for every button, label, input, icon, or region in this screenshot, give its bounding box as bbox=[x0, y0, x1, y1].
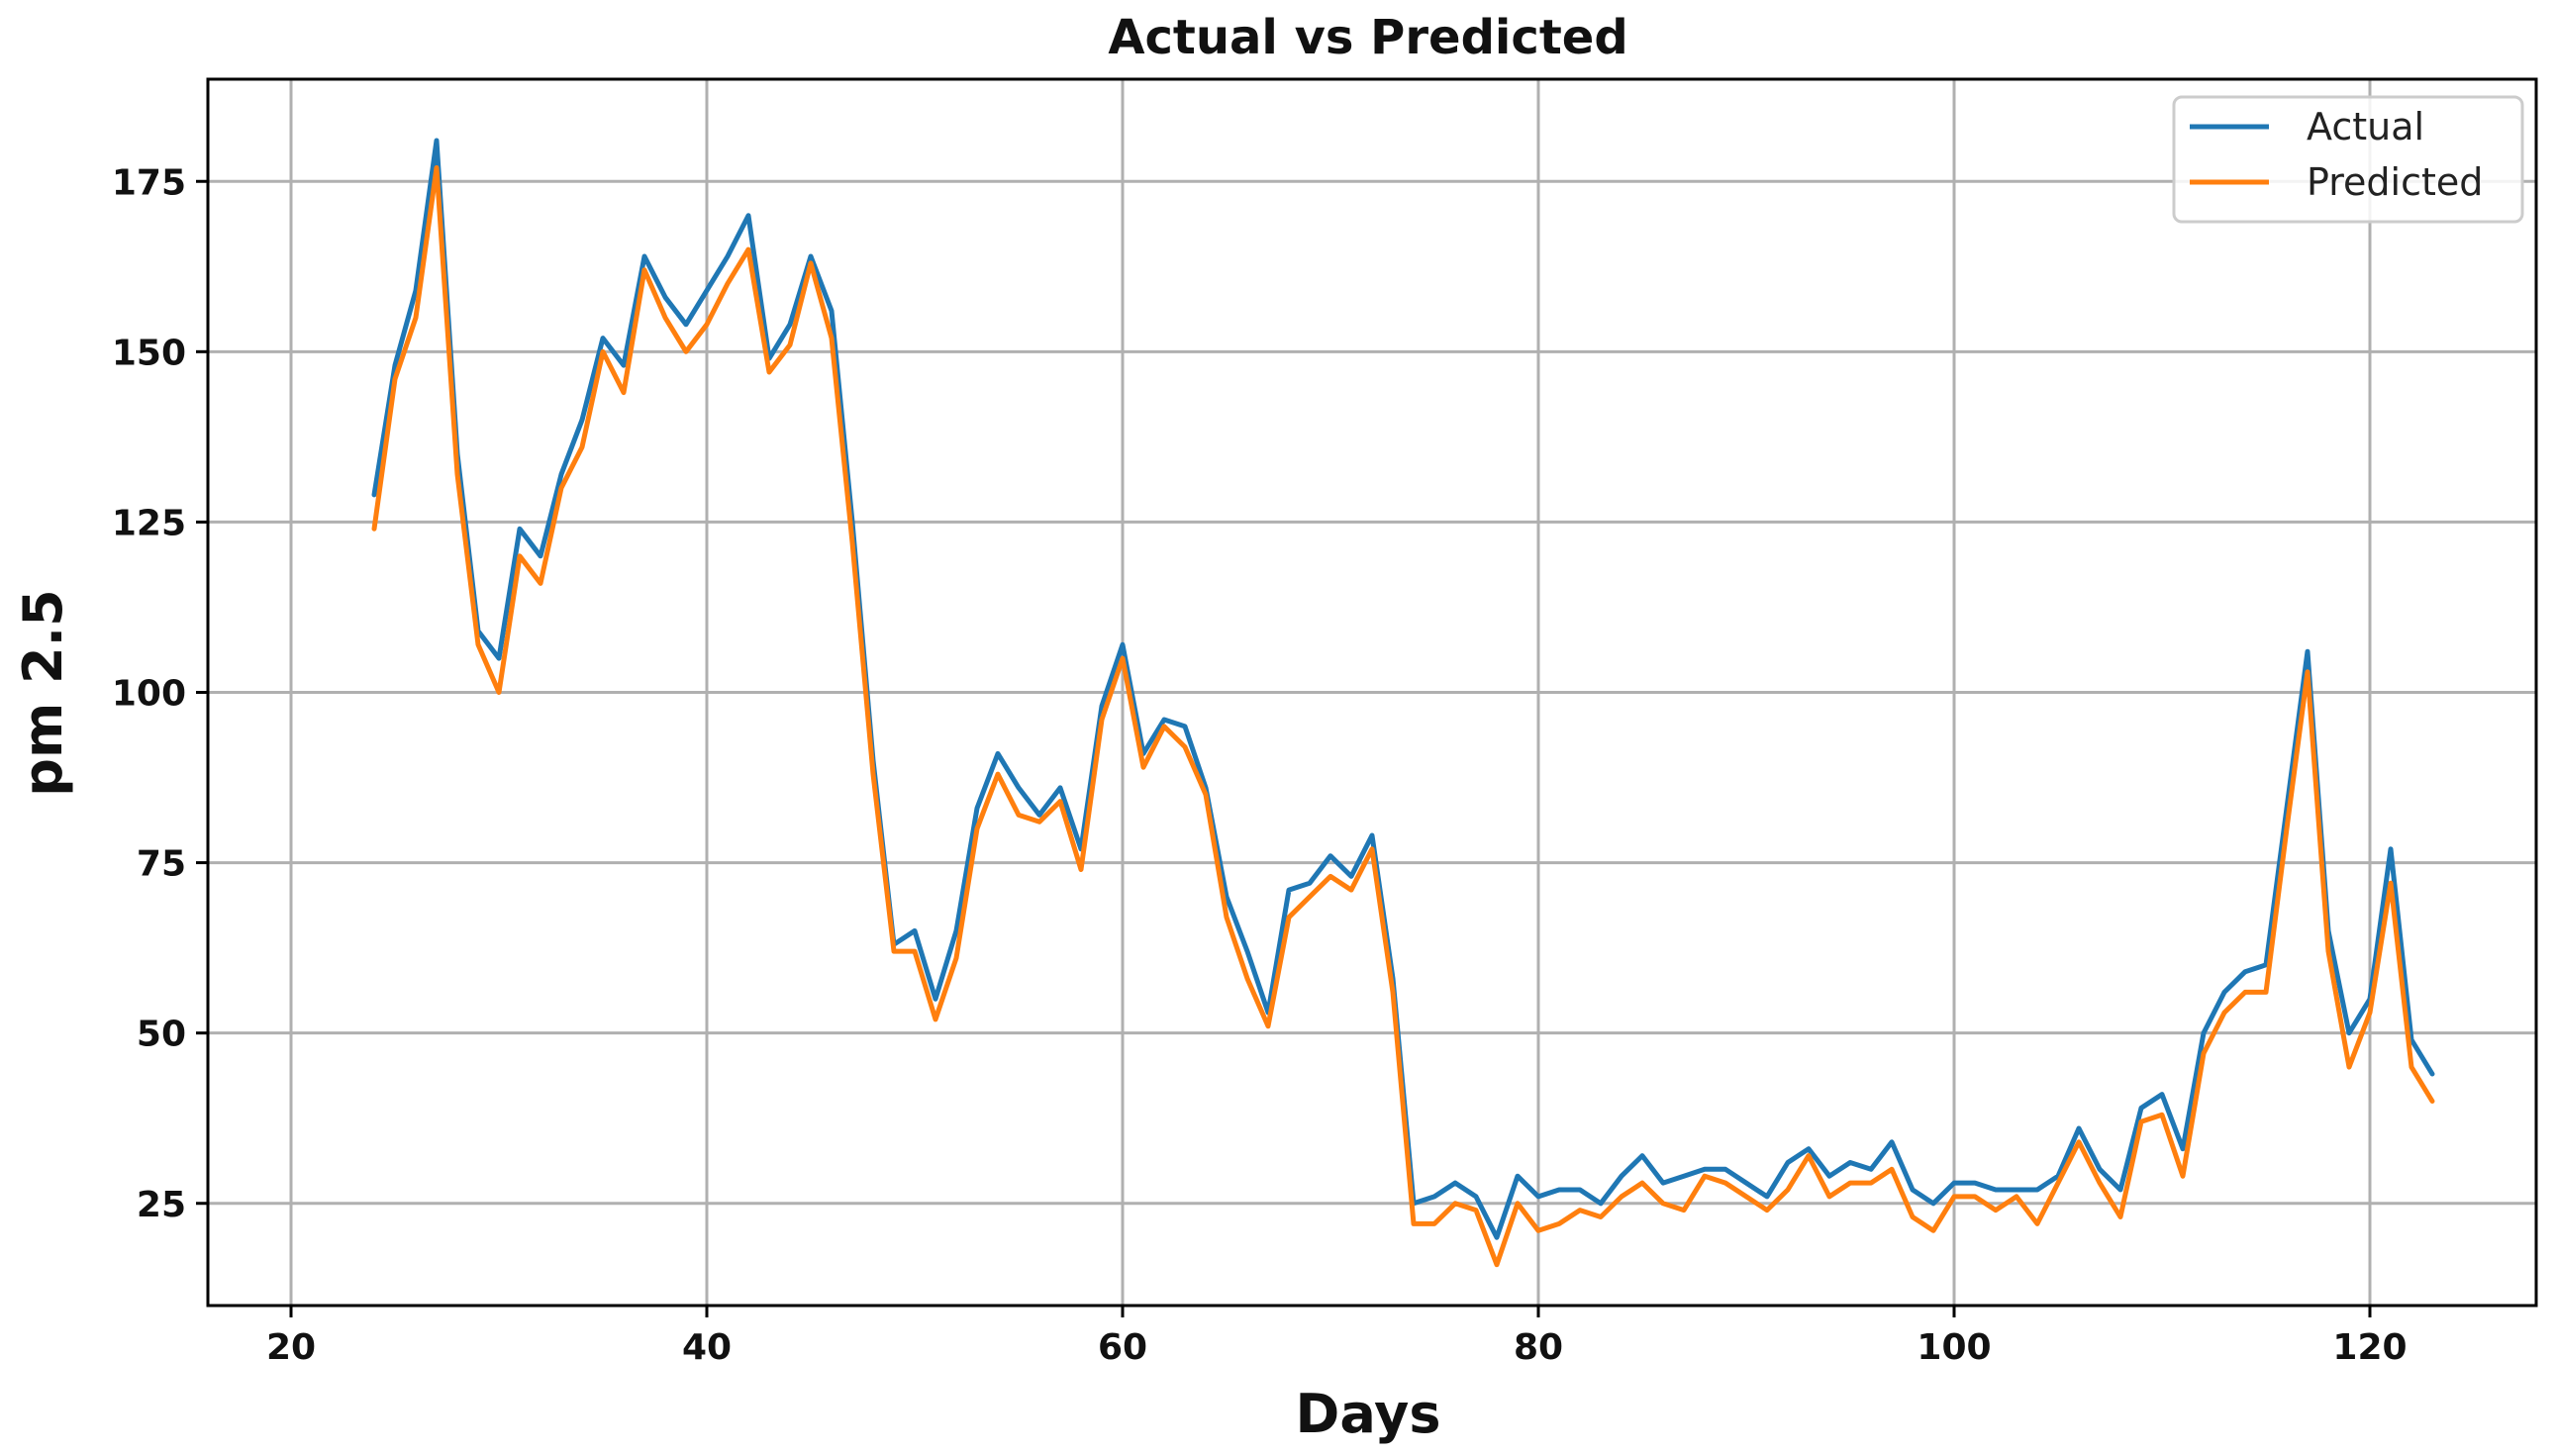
x-axis-label: Days bbox=[1296, 1383, 1441, 1445]
x-tick-label: 40 bbox=[682, 1327, 732, 1368]
legend-label-actual: Actual bbox=[2307, 105, 2424, 148]
series-line-predicted bbox=[371, 165, 2435, 1268]
y-tick-label: 25 bbox=[137, 1185, 186, 1225]
y-tick-label: 75 bbox=[137, 844, 186, 885]
y-axis-label: pm 2.5 bbox=[12, 589, 74, 796]
chart-title: Actual vs Predicted bbox=[1108, 10, 1627, 65]
y-tick-label: 50 bbox=[137, 1015, 186, 1055]
x-tick-label: 120 bbox=[2332, 1327, 2407, 1368]
x-tick-label: 100 bbox=[1917, 1327, 1991, 1368]
x-tick-label: 80 bbox=[1514, 1327, 1563, 1368]
legend-label-predicted: Predicted bbox=[2307, 160, 2483, 204]
x-tick-label: 20 bbox=[266, 1327, 316, 1368]
y-tick-label: 100 bbox=[112, 674, 186, 715]
series-line-actual bbox=[371, 138, 2435, 1240]
series-lines bbox=[371, 138, 2435, 1268]
axis-ticks: 20 40 60 80 100 120 25 50 75 100 125 150 175 bbox=[112, 162, 2408, 1368]
y-tick-label: 175 bbox=[112, 162, 186, 203]
y-tick-label: 125 bbox=[112, 503, 186, 543]
y-tick-label: 150 bbox=[112, 333, 186, 373]
x-tick-label: 60 bbox=[1098, 1327, 1147, 1368]
legend: Actual Predicted bbox=[2172, 95, 2524, 224]
